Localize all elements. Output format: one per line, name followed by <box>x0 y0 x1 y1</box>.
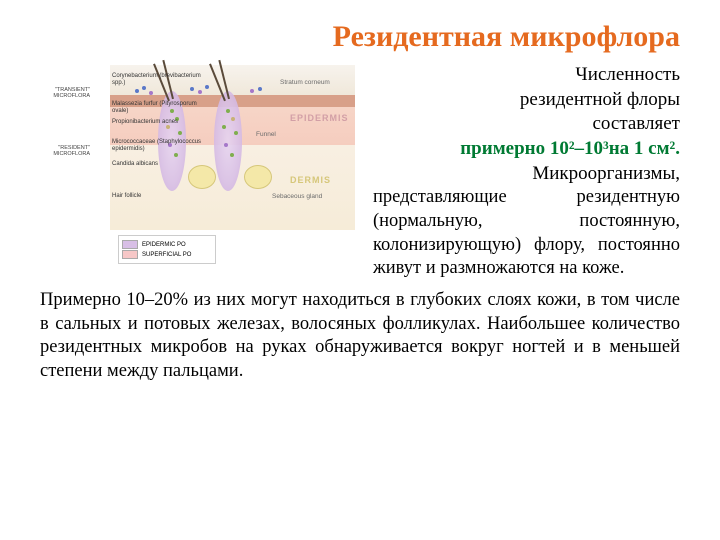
paragraph-2: Примерно 10–20% из них могут находиться … <box>40 289 680 384</box>
skin-diagram: "TRANSIENT" MICROFLORA "RESIDENT" MICROF… <box>40 65 355 265</box>
page-title: Резидентная микрофлора <box>40 20 680 53</box>
label-transient-flora: "TRANSIENT" MICROFLORA <box>40 87 90 99</box>
label-hair-follicle: Hair follicle <box>112 193 172 200</box>
diagram-legend: EPIDERMIC PO SUPERFICIAL PO <box>118 235 216 264</box>
label-corynebacterium: Corynebacterium (brevibacterium spp.) <box>112 73 202 86</box>
label-dermis: DERMIS <box>290 175 331 185</box>
label-sebaceous: Sebaceous gland <box>272 193 322 200</box>
label-propionibacterium: Propionibacterium acnes <box>112 119 202 126</box>
label-funnel: Funnel <box>256 131 276 138</box>
label-candida: Candida albicans <box>112 161 182 168</box>
label-resident-flora: "RESIDENT" MICROFLORA <box>40 145 90 157</box>
label-epidermis: EPIDERMIS <box>290 113 349 123</box>
legend-epidermic: EPIDERMIC PO <box>142 242 186 248</box>
label-malassezia: Malassezia furfur (Pityrosporum ovale) <box>112 101 202 114</box>
label-stratum-corneum: Stratum corneum <box>280 79 330 86</box>
legend-superficial: SUPERFICIAL PO <box>142 252 191 258</box>
label-micrococcaceae: Micrococcaceae (Staphylococcus epidermid… <box>112 139 208 152</box>
